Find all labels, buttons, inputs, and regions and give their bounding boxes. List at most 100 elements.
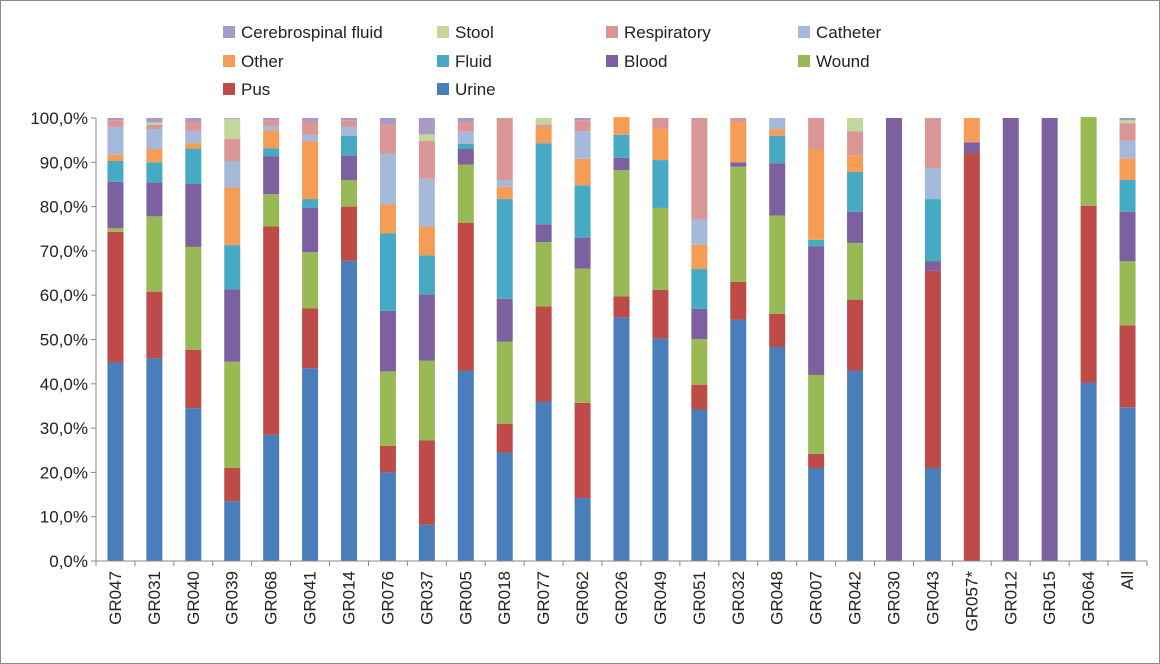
bar-segment-gr005-cerebrospinal-fluid [457,118,474,123]
bar-segment-gr077-respiratory [535,124,552,127]
bar-segment-gr047-blood [107,181,124,229]
x-tick-label-gr057: GR057* [962,571,981,632]
bar-segment-gr048-wound [769,215,786,314]
x-tick-label-gr032: GR032 [729,571,748,625]
x-tick-label-all: All [1118,571,1137,590]
bar-segment-gr026-blood [613,157,630,171]
bar-segment-gr047-fluid [107,160,124,182]
bar-gr026 [613,117,630,561]
bar-segment-gr042-fluid [847,172,864,212]
bar-segment-gr076-urine [379,472,396,561]
bar-gr042 [847,118,864,561]
bar-gr068 [263,118,280,561]
bar-segment-gr041-wound [302,252,319,309]
bar-segment-gr040-urine [185,408,202,561]
bar-segment-gr068-pus [263,226,280,435]
bar-segment-all-cerebrospinal-fluid [1119,118,1136,121]
bar-segment-gr043-urine [924,467,941,561]
legend-item-wound: Wound [798,52,870,71]
legend-swatch-stool [437,26,449,38]
bar-segment-gr032-wound [730,166,747,282]
bar-segment-gr031-other [146,149,163,163]
bar-segment-gr018-fluid [496,199,513,299]
bar-segment-gr039-stool [224,118,241,139]
bar-segment-gr005-respiratory [457,122,474,132]
bar-segment-gr043-respiratory [924,118,941,169]
bar-segment-gr042-urine [847,370,864,561]
bar-segment-gr040-respiratory [185,121,202,131]
bar-segment-gr077-blood [535,224,552,243]
bar-segment-all-respiratory [1119,123,1136,141]
bar-segment-gr037-blood [418,294,435,361]
bar-segment-gr037-fluid [418,255,435,295]
bar-segment-gr005-fluid [457,143,474,150]
bar-segment-gr032-blood [730,162,747,167]
legend-item-blood: Blood [606,52,667,71]
bar-segment-gr062-catheter [574,131,591,159]
bar-segment-gr062-wound [574,268,591,403]
bar-segment-gr057-blood [963,142,980,154]
y-tick-label: 90,0% [40,153,88,172]
bar-segment-gr040-catheter [185,130,202,144]
bar-segment-gr068-cerebrospinal-fluid [263,118,280,121]
x-tick-label-gr042: GR042 [846,571,865,625]
bar-segment-gr039-other [224,187,241,246]
bar-segment-gr040-other [185,143,202,149]
bar-segment-gr037-other [418,226,435,256]
bar-segment-gr007-blood [808,246,825,375]
bar-gr064 [1080,117,1097,561]
bar-gr018 [496,118,513,561]
bar-segment-gr048-pus [769,313,786,348]
bar-segment-gr051-other [691,244,708,270]
bar-segment-gr051-catheter [691,219,708,245]
bar-segment-gr039-catheter [224,160,241,188]
y-tick-label: 40,0% [40,375,88,394]
bar-segment-gr032-pus [730,281,747,320]
bar-segment-gr026-other [613,117,630,135]
legend-swatch-pus [223,83,235,95]
bar-segment-gr051-urine [691,409,708,561]
bar-segment-gr047-respiratory [107,120,124,127]
bar-segment-gr042-stool [847,118,864,132]
bar-gr043 [924,118,941,561]
y-tick-label: 70,0% [40,242,88,261]
bar-segment-gr005-wound [457,164,474,223]
bar-segment-gr007-urine [808,467,825,561]
bar-segment-gr048-fluid [769,135,786,164]
bar-segment-gr014-blood [341,155,358,181]
x-tick-label-gr026: GR026 [612,571,631,625]
bar-segment-gr048-other [769,129,786,136]
bar-gr030 [885,118,902,561]
x-tick-label-gr043: GR043 [923,571,942,625]
bar-segment-gr043-catheter [924,168,941,200]
bar-gr032 [730,118,747,561]
bar-segment-gr057-other [963,118,980,143]
bar-segment-gr077-pus [535,306,552,402]
legend-swatch-catheter [798,26,810,38]
x-tick-label-gr049: GR049 [651,571,670,625]
bar-segment-gr076-catheter [379,153,396,205]
bar-segment-gr040-pus [185,349,202,409]
bar-segment-gr062-respiratory [574,120,591,132]
bar-segment-gr047-cerebrospinal-fluid [107,118,124,121]
bar-segment-gr062-other [574,158,591,186]
bar-segment-gr047-other [107,154,124,161]
y-tick-label: 20,0% [40,463,88,482]
bar-segment-gr018-respiratory [496,118,513,181]
x-tick-label-gr041: GR041 [301,571,320,625]
y-tick-label: 60,0% [40,286,88,305]
bar-segment-gr005-urine [457,370,474,561]
bar-gr040 [185,118,202,561]
y-tick-label: 50,0% [40,331,88,350]
bar-segment-gr040-blood [185,184,202,247]
bar-segment-all-blood [1119,211,1136,262]
bar-segment-gr026-pus [613,296,630,318]
bars [107,117,1136,561]
bar-segment-gr041-pus [302,308,319,369]
bar-segment-gr039-pus [224,467,241,502]
bar-segment-gr068-other [263,130,280,149]
bar-segment-gr077-stool [535,118,552,125]
bar-gr062 [574,118,591,561]
x-tick-label-gr068: GR068 [262,571,281,625]
bar-segment-gr076-wound [379,371,396,446]
